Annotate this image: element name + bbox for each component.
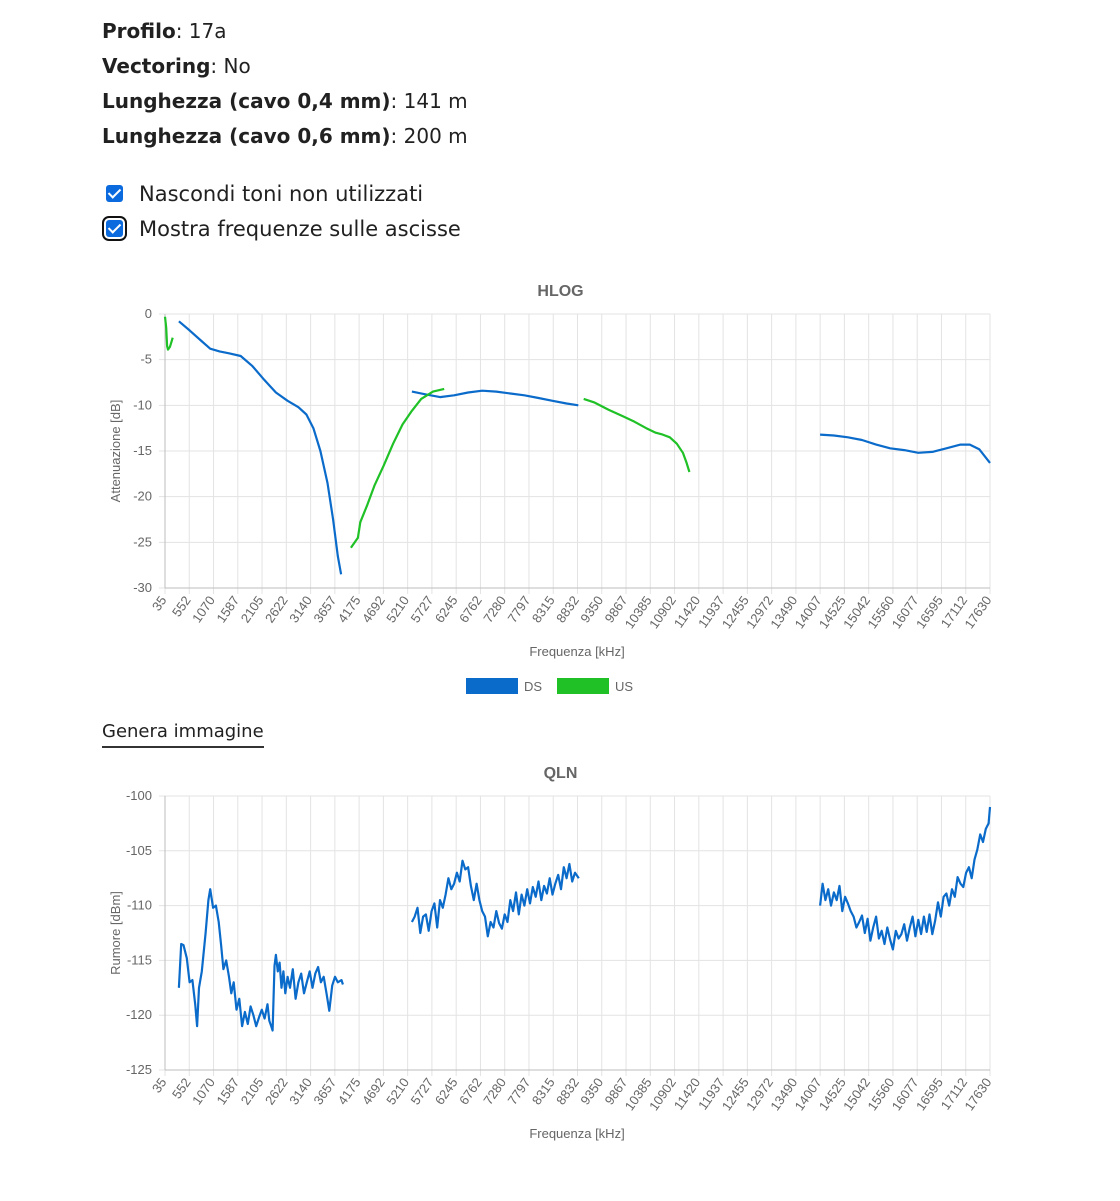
- chart-title: QLN: [544, 765, 578, 782]
- x-tick-label: 35: [149, 593, 170, 613]
- x-tick-label: 5210: [383, 1075, 412, 1107]
- x-tick-label: 2105: [238, 593, 267, 625]
- series-line-ds: [820, 433, 991, 464]
- series-line-ds: [410, 859, 580, 938]
- x-tick-label: 17630: [961, 1075, 994, 1113]
- y-tick-label: -25: [133, 534, 152, 549]
- x-tick-label: 7280: [480, 1075, 509, 1107]
- info-length-06: Lunghezza (cavo 0,6 mm): 200 m: [102, 124, 468, 148]
- x-tick-label: 4175: [335, 1075, 364, 1107]
- series-line-ds: [178, 320, 343, 575]
- legend-label-us[interactable]: US: [615, 679, 633, 694]
- x-axis-label: Frequenza [kHz]: [529, 1126, 624, 1141]
- generate-image-button[interactable]: Genera immagine: [102, 721, 264, 748]
- info-vectoring-value: No: [223, 54, 251, 78]
- x-tick-label: 9350: [577, 593, 606, 625]
- info-length-06-value: 200 m: [403, 124, 468, 148]
- y-tick-label: -105: [126, 843, 152, 858]
- x-tick-label: 5210: [383, 593, 412, 625]
- info-profile: Profilo: 17a: [102, 19, 227, 43]
- x-tick-label: 2622: [262, 593, 291, 625]
- y-tick-label: 0: [145, 306, 152, 321]
- show-frequencies-label[interactable]: Mostra frequenze sulle ascisse: [139, 216, 461, 241]
- info-length-04: Lunghezza (cavo 0,4 mm): 141 m: [102, 89, 468, 113]
- x-tick-label: 16595: [913, 593, 946, 631]
- x-tick-label: 4692: [359, 1075, 388, 1107]
- x-tick-label: 6762: [456, 593, 485, 625]
- info-length-04-label: Lunghezza (cavo 0,4 mm): [102, 89, 391, 113]
- x-tick-label: 4692: [359, 593, 388, 625]
- info-profile-label: Profilo: [102, 19, 176, 43]
- info-length-04-value: 141 m: [403, 89, 468, 113]
- series-line-ds: [177, 888, 344, 1032]
- x-tick-label: 17630: [961, 593, 994, 631]
- x-tick-label: 2105: [238, 1075, 267, 1107]
- x-tick-label: 3140: [286, 593, 315, 625]
- chart-title: HLOG: [537, 283, 583, 300]
- x-tick-label: 10902: [646, 1075, 679, 1113]
- y-axis-label: Attenuazione [dB]: [108, 400, 123, 503]
- x-tick-label: 5727: [407, 593, 436, 625]
- x-tick-label: 3657: [310, 593, 339, 625]
- y-tick-label: -15: [133, 443, 152, 458]
- show-frequencies-checkbox[interactable]: [102, 216, 127, 241]
- y-tick-label: -20: [133, 489, 152, 504]
- x-tick-label: 1070: [189, 593, 218, 625]
- hide-unused-tones-checkbox[interactable]: [106, 185, 123, 202]
- legend-swatch-ds[interactable]: [466, 678, 518, 694]
- show-frequencies-option[interactable]: Mostra frequenze sulle ascisse: [102, 211, 461, 246]
- x-tick-label: 3657: [310, 1075, 339, 1107]
- x-tick-label: 8832: [553, 593, 582, 625]
- x-tick-label: 1070: [189, 1075, 218, 1107]
- line-info: Profilo: 17a Vectoring: No Lunghezza (ca…: [102, 14, 468, 154]
- y-tick-label: -10: [133, 397, 152, 412]
- legend-swatch-us[interactable]: [557, 678, 609, 694]
- x-tick-label: 2622: [262, 1075, 291, 1107]
- x-tick-label: 3140: [286, 1075, 315, 1107]
- series-line-us: [349, 387, 445, 549]
- info-vectoring-label: Vectoring: [102, 54, 211, 78]
- x-tick-label: 1587: [213, 1075, 242, 1107]
- x-tick-label: 6245: [432, 593, 461, 625]
- info-length-06-label: Lunghezza (cavo 0,6 mm): [102, 124, 391, 148]
- x-tick-label: 10902: [646, 593, 679, 631]
- y-tick-label: -115: [127, 952, 152, 967]
- x-tick-label: 7280: [480, 593, 509, 625]
- x-tick-label: 6245: [432, 1075, 461, 1107]
- series-line-us: [583, 397, 691, 473]
- hide-unused-tones-option[interactable]: Nascondi toni non utilizzati: [102, 176, 461, 211]
- hide-unused-tones-label[interactable]: Nascondi toni non utilizzati: [139, 181, 424, 206]
- y-tick-label: -100: [126, 788, 152, 803]
- info-vectoring: Vectoring: No: [102, 54, 251, 78]
- series-line-us: [163, 316, 174, 351]
- y-tick-label: -120: [126, 1007, 152, 1022]
- series-line-ds: [819, 806, 992, 951]
- y-tick-label: -110: [127, 898, 152, 913]
- x-tick-label: 8832: [553, 1075, 582, 1107]
- series-line-ds: [411, 389, 579, 407]
- y-tick-label: -125: [126, 1062, 152, 1077]
- y-tick-label: -30: [133, 580, 152, 595]
- x-tick-label: 6762: [456, 1075, 485, 1107]
- x-tick-label: 7797: [505, 1075, 534, 1107]
- x-tick-label: 16595: [913, 1075, 946, 1113]
- y-tick-label: -5: [140, 352, 152, 367]
- x-tick-label: 1587: [213, 593, 242, 625]
- y-axis-label: Rumore [dBm]: [108, 891, 123, 975]
- x-tick-label: 8315: [529, 1075, 558, 1107]
- x-tick-label: 7797: [505, 593, 534, 625]
- x-axis-label: Frequenza [kHz]: [529, 644, 624, 659]
- x-tick-label: 5727: [407, 1075, 436, 1107]
- info-profile-value: 17a: [188, 19, 227, 43]
- x-tick-label: 35: [149, 1075, 170, 1095]
- x-tick-label: 9350: [577, 1075, 606, 1107]
- x-tick-label: 4175: [335, 593, 364, 625]
- legend-label-ds[interactable]: DS: [524, 679, 542, 694]
- x-tick-label: 8315: [529, 593, 558, 625]
- chart-options: Nascondi toni non utilizzati Mostra freq…: [102, 176, 461, 246]
